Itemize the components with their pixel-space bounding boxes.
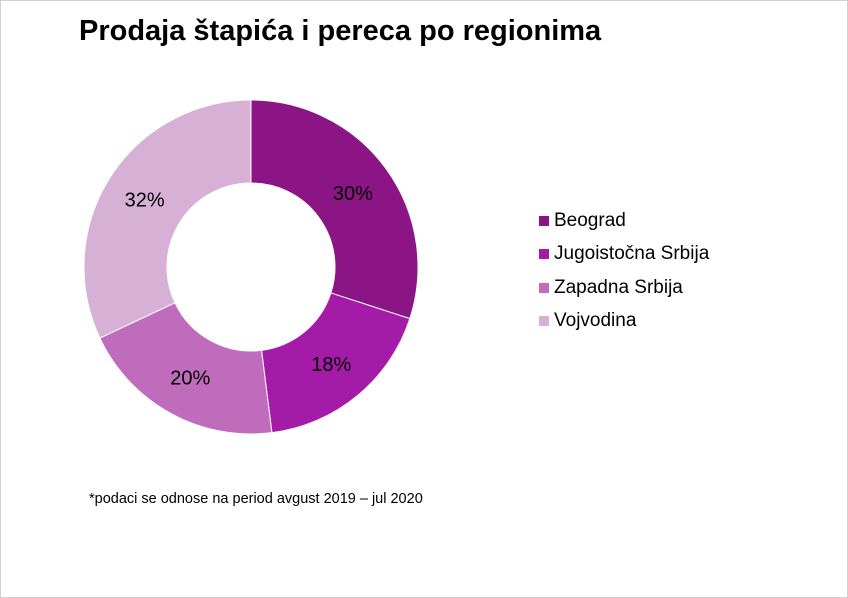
donut-slice-zapadna-srbija [99,302,273,435]
legend-label: Beograd [554,209,626,231]
donut-slice-jugoistočna-srbija [260,292,411,434]
data-label: 20% [170,367,210,389]
legend-swatch [539,316,549,327]
data-label: 18% [311,354,351,376]
legend-label: Jugoistočna Srbija [554,243,710,265]
data-label: 30% [333,183,373,205]
legend-swatch [539,215,549,226]
legend-label: Vojvodina [554,310,637,332]
chart-footnote: *podaci se odnose na period avgust 2019 … [89,491,423,507]
donut-slice-vojvodina [83,99,252,339]
chart-title: Prodaja štapića i pereca po regionima [79,15,602,47]
legend-item-vojvodina: Vojvodina [539,305,709,339]
donut-slice-beograd [250,99,419,320]
chart-legend: Beograd Jugoistočna Srbija Zapadna Srbij… [539,204,709,338]
legend-swatch [539,249,549,260]
legend-item-jugoistocna-srbija: Jugoistočna Srbija [539,238,709,272]
legend-item-zapadna-srbija: Zapadna Srbija [539,271,709,305]
data-label: 32% [125,189,165,211]
legend-swatch [539,282,549,293]
legend-item-beograd: Beograd [539,204,709,238]
legend-label: Zapadna Srbija [554,276,683,298]
